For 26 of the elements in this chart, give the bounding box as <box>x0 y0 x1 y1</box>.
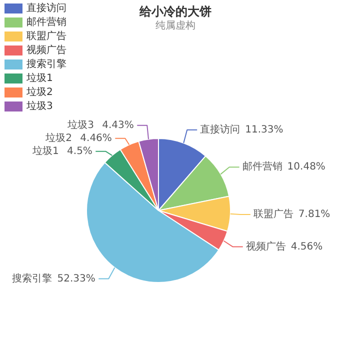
data-label: 4.5% <box>67 146 92 157</box>
data-label: 11.33% <box>245 124 284 136</box>
data-label: 4.46% <box>80 132 112 144</box>
data-label: 52.33% <box>57 273 96 284</box>
slice-label: 垃圾3 <box>66 118 94 131</box>
slice-label: 垃圾2 <box>44 132 72 144</box>
legend-label: 直接访问 <box>26 2 66 14</box>
legend-label: 联盟广告 <box>26 30 66 42</box>
slice-label: 视频广告 <box>246 240 286 252</box>
slice-label: 邮件营销 <box>242 160 282 173</box>
data-label: 4.43% <box>102 120 134 131</box>
text: 纯属虚构 <box>156 20 196 32</box>
legend-label: 垃圾2 <box>26 86 53 98</box>
legend-label: 垃圾1 <box>26 72 53 84</box>
data-label: 10.48% <box>287 162 326 173</box>
slice-label: 搜索引擎 <box>12 272 52 284</box>
legend-label: 搜索引擎 <box>26 58 66 70</box>
legend-label: 邮件营销 <box>26 16 66 28</box>
slice-label: 直接访问 <box>200 123 240 136</box>
data-label: 4.56% <box>290 241 323 252</box>
data-label: 7.81% <box>298 209 330 220</box>
slice-label: 垃圾1 <box>32 144 59 157</box>
legend-label: 垃圾3 <box>26 100 53 112</box>
slice-label: 联盟广告 <box>253 208 294 220</box>
legend-label: 视频广告 <box>26 44 66 56</box>
chart-title: 给小冷的大饼 <box>138 4 212 18</box>
